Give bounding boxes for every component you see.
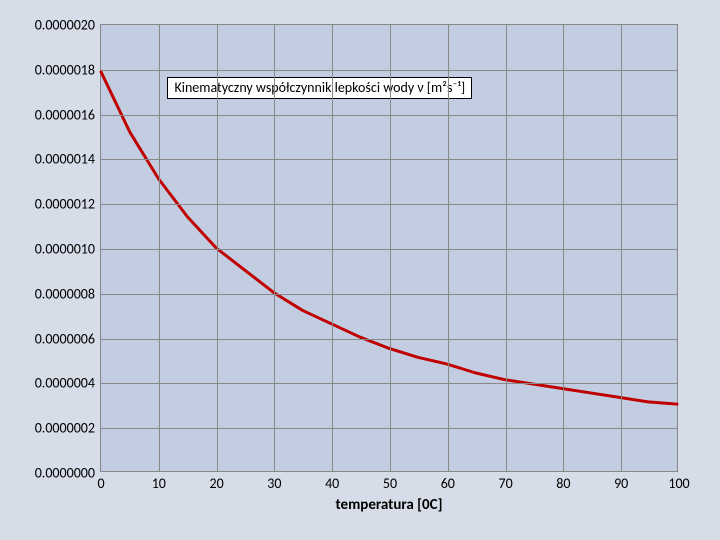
y-tick-label: 0.0000016	[35, 106, 101, 123]
gridline-v	[332, 25, 333, 471]
gridline-h	[101, 204, 677, 205]
gridline-v	[217, 25, 218, 471]
y-tick-label: 0.0000004	[35, 375, 101, 392]
y-tick-label: 0.0000014	[35, 151, 101, 168]
y-tick-label: 0.0000012	[35, 196, 101, 213]
gridline-h	[101, 428, 677, 429]
gridline-v	[448, 25, 449, 471]
x-tick-label: 30	[267, 471, 281, 492]
gridline-h	[101, 339, 677, 340]
gridline-h	[101, 159, 677, 160]
gridline-v	[621, 25, 622, 471]
y-tick-label: 0.0000008	[35, 285, 101, 302]
x-tick-label: 0	[97, 471, 104, 492]
y-tick-label: 0.0000010	[35, 241, 101, 258]
plot-area: Kinematyczny współczynnik lepkości wody …	[100, 24, 678, 472]
x-tick-label: 100	[668, 471, 689, 492]
gridline-h	[101, 70, 677, 71]
x-tick-label: 70	[498, 471, 512, 492]
y-tick-label: 0.0000020	[35, 17, 101, 34]
chart-wrap: Kinematyczny współczynnik lepkości wody …	[14, 18, 706, 526]
x-tick-label: 50	[383, 471, 397, 492]
legend-box: Kinematyczny współczynnik lepkości wody …	[167, 77, 472, 99]
legend-label: Kinematyczny współczynnik lepkości wody …	[174, 79, 465, 96]
x-tick-label: 90	[614, 471, 628, 492]
gridline-h	[101, 383, 677, 384]
y-tick-label: 0.0000006	[35, 330, 101, 347]
gridline-h	[101, 294, 677, 295]
y-tick-label: 0.0000002	[35, 420, 101, 437]
x-axis-title: temperatura [0C]	[100, 496, 678, 514]
y-tick-label: 0.0000018	[35, 61, 101, 78]
gridline-v	[390, 25, 391, 471]
gridline-h	[101, 115, 677, 116]
gridline-v	[274, 25, 275, 471]
gridline-v	[506, 25, 507, 471]
x-tick-label: 20	[209, 471, 223, 492]
x-tick-label: 40	[325, 471, 339, 492]
gridline-h	[101, 249, 677, 250]
x-tick-label: 10	[152, 471, 166, 492]
gridline-v	[159, 25, 160, 471]
x-tick-label: 60	[441, 471, 455, 492]
y-tick-label: 0.0000000	[35, 465, 101, 482]
chart-container: Kinematyczny współczynnik lepkości wody …	[0, 0, 720, 540]
gridline-v	[563, 25, 564, 471]
x-tick-label: 80	[556, 471, 570, 492]
